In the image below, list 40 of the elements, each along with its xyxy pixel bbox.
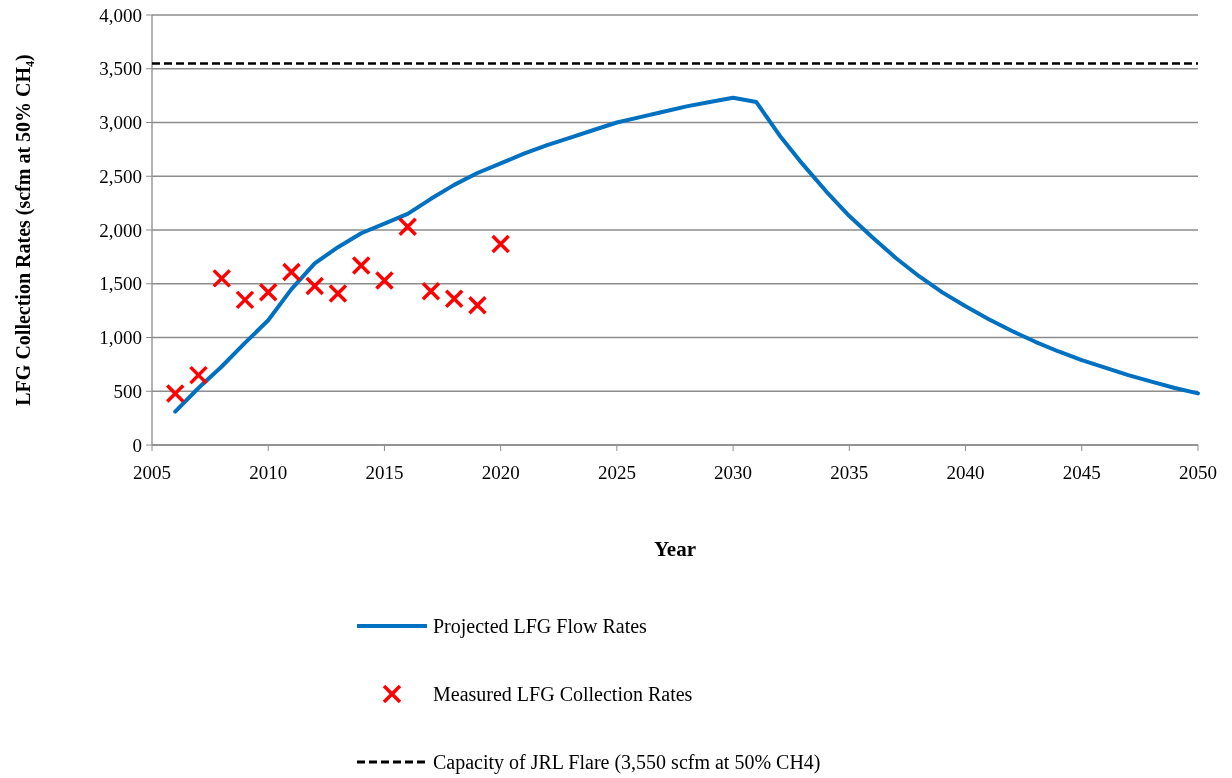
x-tick-label: 2010 [249, 462, 288, 483]
y-tick-label: 2,500 [99, 165, 142, 187]
x-tick-label: 2045 [1062, 462, 1101, 483]
x-tick-label: 2030 [714, 462, 753, 483]
y-tick-label: 2,000 [99, 219, 142, 241]
point [165, 383, 185, 404]
point [351, 255, 371, 276]
x-tick-label: 2020 [481, 462, 520, 483]
x-tick-label: 2005 [133, 462, 171, 483]
x-tick-label: 2050 [1179, 462, 1217, 483]
legend-label: Projected LFG Flow Rates [433, 615, 648, 638]
y-tick-label: 3,000 [99, 112, 142, 134]
point [421, 281, 441, 302]
point [304, 276, 325, 296]
y-tick-label: 1,500 [99, 273, 142, 295]
point [235, 290, 255, 310]
y-tick-label: 500 [113, 380, 142, 402]
line-series [173, 95, 1200, 414]
point [467, 295, 488, 315]
x-tick-label: 2040 [946, 462, 985, 483]
x-tick-label: 2035 [830, 462, 869, 483]
x-tick-label: 2015 [365, 462, 404, 483]
point [211, 268, 232, 289]
y-axis-title: LFG Collection Rates (scfm at 50% CH₄) [12, 54, 35, 406]
point [397, 217, 418, 237]
x-tick-label: 2025 [597, 462, 636, 483]
y-tick-label: 1,000 [99, 327, 142, 349]
point [374, 270, 395, 291]
point [328, 283, 348, 304]
point [188, 365, 209, 385]
legend-label: Capacity of JRL Flare (3,550 scfm at 50% CH4) [433, 751, 821, 774]
y-tick-label: 0 [132, 434, 142, 456]
point [258, 282, 278, 303]
point [281, 262, 302, 282]
legend-label: Measured LFG Collection Rates [433, 683, 693, 705]
point [444, 289, 464, 309]
y-tick-label: 4,000 [99, 4, 142, 26]
x-axis-title: Year [654, 537, 696, 561]
point [490, 234, 511, 254]
y-tick-label: 3,500 [99, 58, 142, 80]
